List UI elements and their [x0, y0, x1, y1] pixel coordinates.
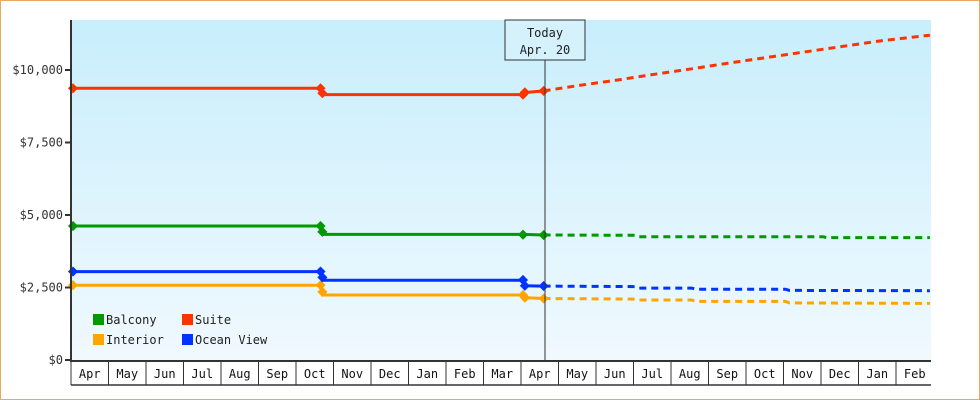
x-tick-label: Jan — [416, 367, 438, 381]
legend-swatch — [93, 334, 104, 345]
x-tick-label: Nov — [341, 367, 363, 381]
data-point-marker[interactable] — [317, 286, 328, 297]
x-tick-label: Sep — [716, 367, 738, 381]
x-axis: Apr May Jun Jul Aug Sep Oct Nov Dec Jan Feb Mar Apr M… — [70, 360, 931, 386]
y-tick-label: $2,500 — [20, 281, 63, 295]
y-tick-label: $10,000 — [12, 63, 63, 77]
legend-item-balcony[interactable]: Balcony — [93, 313, 157, 327]
x-tick-label: Feb — [904, 367, 926, 381]
series-interior — [67, 280, 930, 305]
x-tick-label: Dec — [379, 367, 401, 381]
x-tick-label: Oct — [304, 367, 326, 381]
today-date: Apr. 20 — [520, 43, 571, 57]
forecast-line — [543, 33, 931, 93]
data-point-marker[interactable] — [538, 293, 549, 304]
forecast-line — [543, 284, 930, 293]
x-tick-label: Aug — [229, 367, 251, 381]
data-point-marker[interactable] — [317, 272, 328, 283]
plot-area — [71, 20, 931, 360]
y-tick-label: $0 — [49, 353, 63, 367]
legend-item-interior[interactable]: Interior — [93, 333, 164, 347]
x-tick-label: Jun — [604, 367, 626, 381]
today-marker: Today Apr. 20 — [504, 19, 586, 360]
today-callout — [504, 19, 586, 61]
series-suite — [67, 33, 931, 100]
x-tick-label: Aug — [679, 367, 701, 381]
x-tick-label: May — [566, 367, 588, 381]
x-tick-label: Feb — [454, 367, 476, 381]
x-tick-label: Jul — [191, 367, 213, 381]
forecast-line — [543, 233, 930, 240]
series-ocean-view — [67, 266, 930, 293]
data-point-marker[interactable] — [317, 88, 328, 99]
legend-swatch — [182, 334, 193, 345]
y-axis: $0 $2,500 $5,000 $7,500 $10,000 — [12, 20, 72, 367]
data-point-marker[interactable] — [538, 229, 549, 241]
data-point-marker[interactable] — [317, 226, 328, 237]
x-tick-label: Jul — [641, 367, 663, 381]
legend-item-suite[interactable]: Suite — [182, 313, 231, 327]
legend-swatch — [93, 314, 104, 325]
x-tick-label: Apr — [79, 367, 101, 381]
y-tick-label: $5,000 — [20, 208, 63, 222]
x-tick-label: Jan — [866, 367, 888, 381]
data-point-marker[interactable] — [519, 87, 530, 98]
forecast-line — [543, 297, 930, 305]
x-tick-label: May — [116, 367, 138, 381]
legend: Balcony Suite Interior Ocean View — [93, 313, 268, 347]
x-tick-label: Nov — [791, 367, 813, 381]
legend-label: Balcony — [106, 313, 157, 327]
legend-label: Suite — [195, 313, 231, 327]
x-tick-label: Oct — [754, 367, 776, 381]
data-point-marker[interactable] — [519, 292, 530, 303]
x-tick-label: Mar — [491, 367, 513, 381]
legend-label: Ocean View — [195, 333, 268, 347]
legend-swatch — [182, 314, 193, 325]
data-point-marker[interactable] — [538, 85, 549, 96]
series-layer — [67, 33, 931, 305]
y-tick-label: $7,500 — [20, 136, 63, 150]
x-tick-label: Dec — [829, 367, 851, 381]
x-tick-label: Sep — [266, 367, 288, 381]
x-tick-label: Apr — [529, 367, 551, 381]
legend-label: Interior — [106, 333, 164, 347]
x-tick-label: Jun — [154, 367, 176, 381]
data-point-marker[interactable] — [517, 229, 529, 240]
data-point-marker[interactable] — [538, 280, 549, 292]
today-label: Today — [527, 26, 563, 40]
data-point-marker[interactable] — [519, 280, 530, 291]
legend-item-ocean-view[interactable]: Ocean View — [182, 333, 268, 347]
